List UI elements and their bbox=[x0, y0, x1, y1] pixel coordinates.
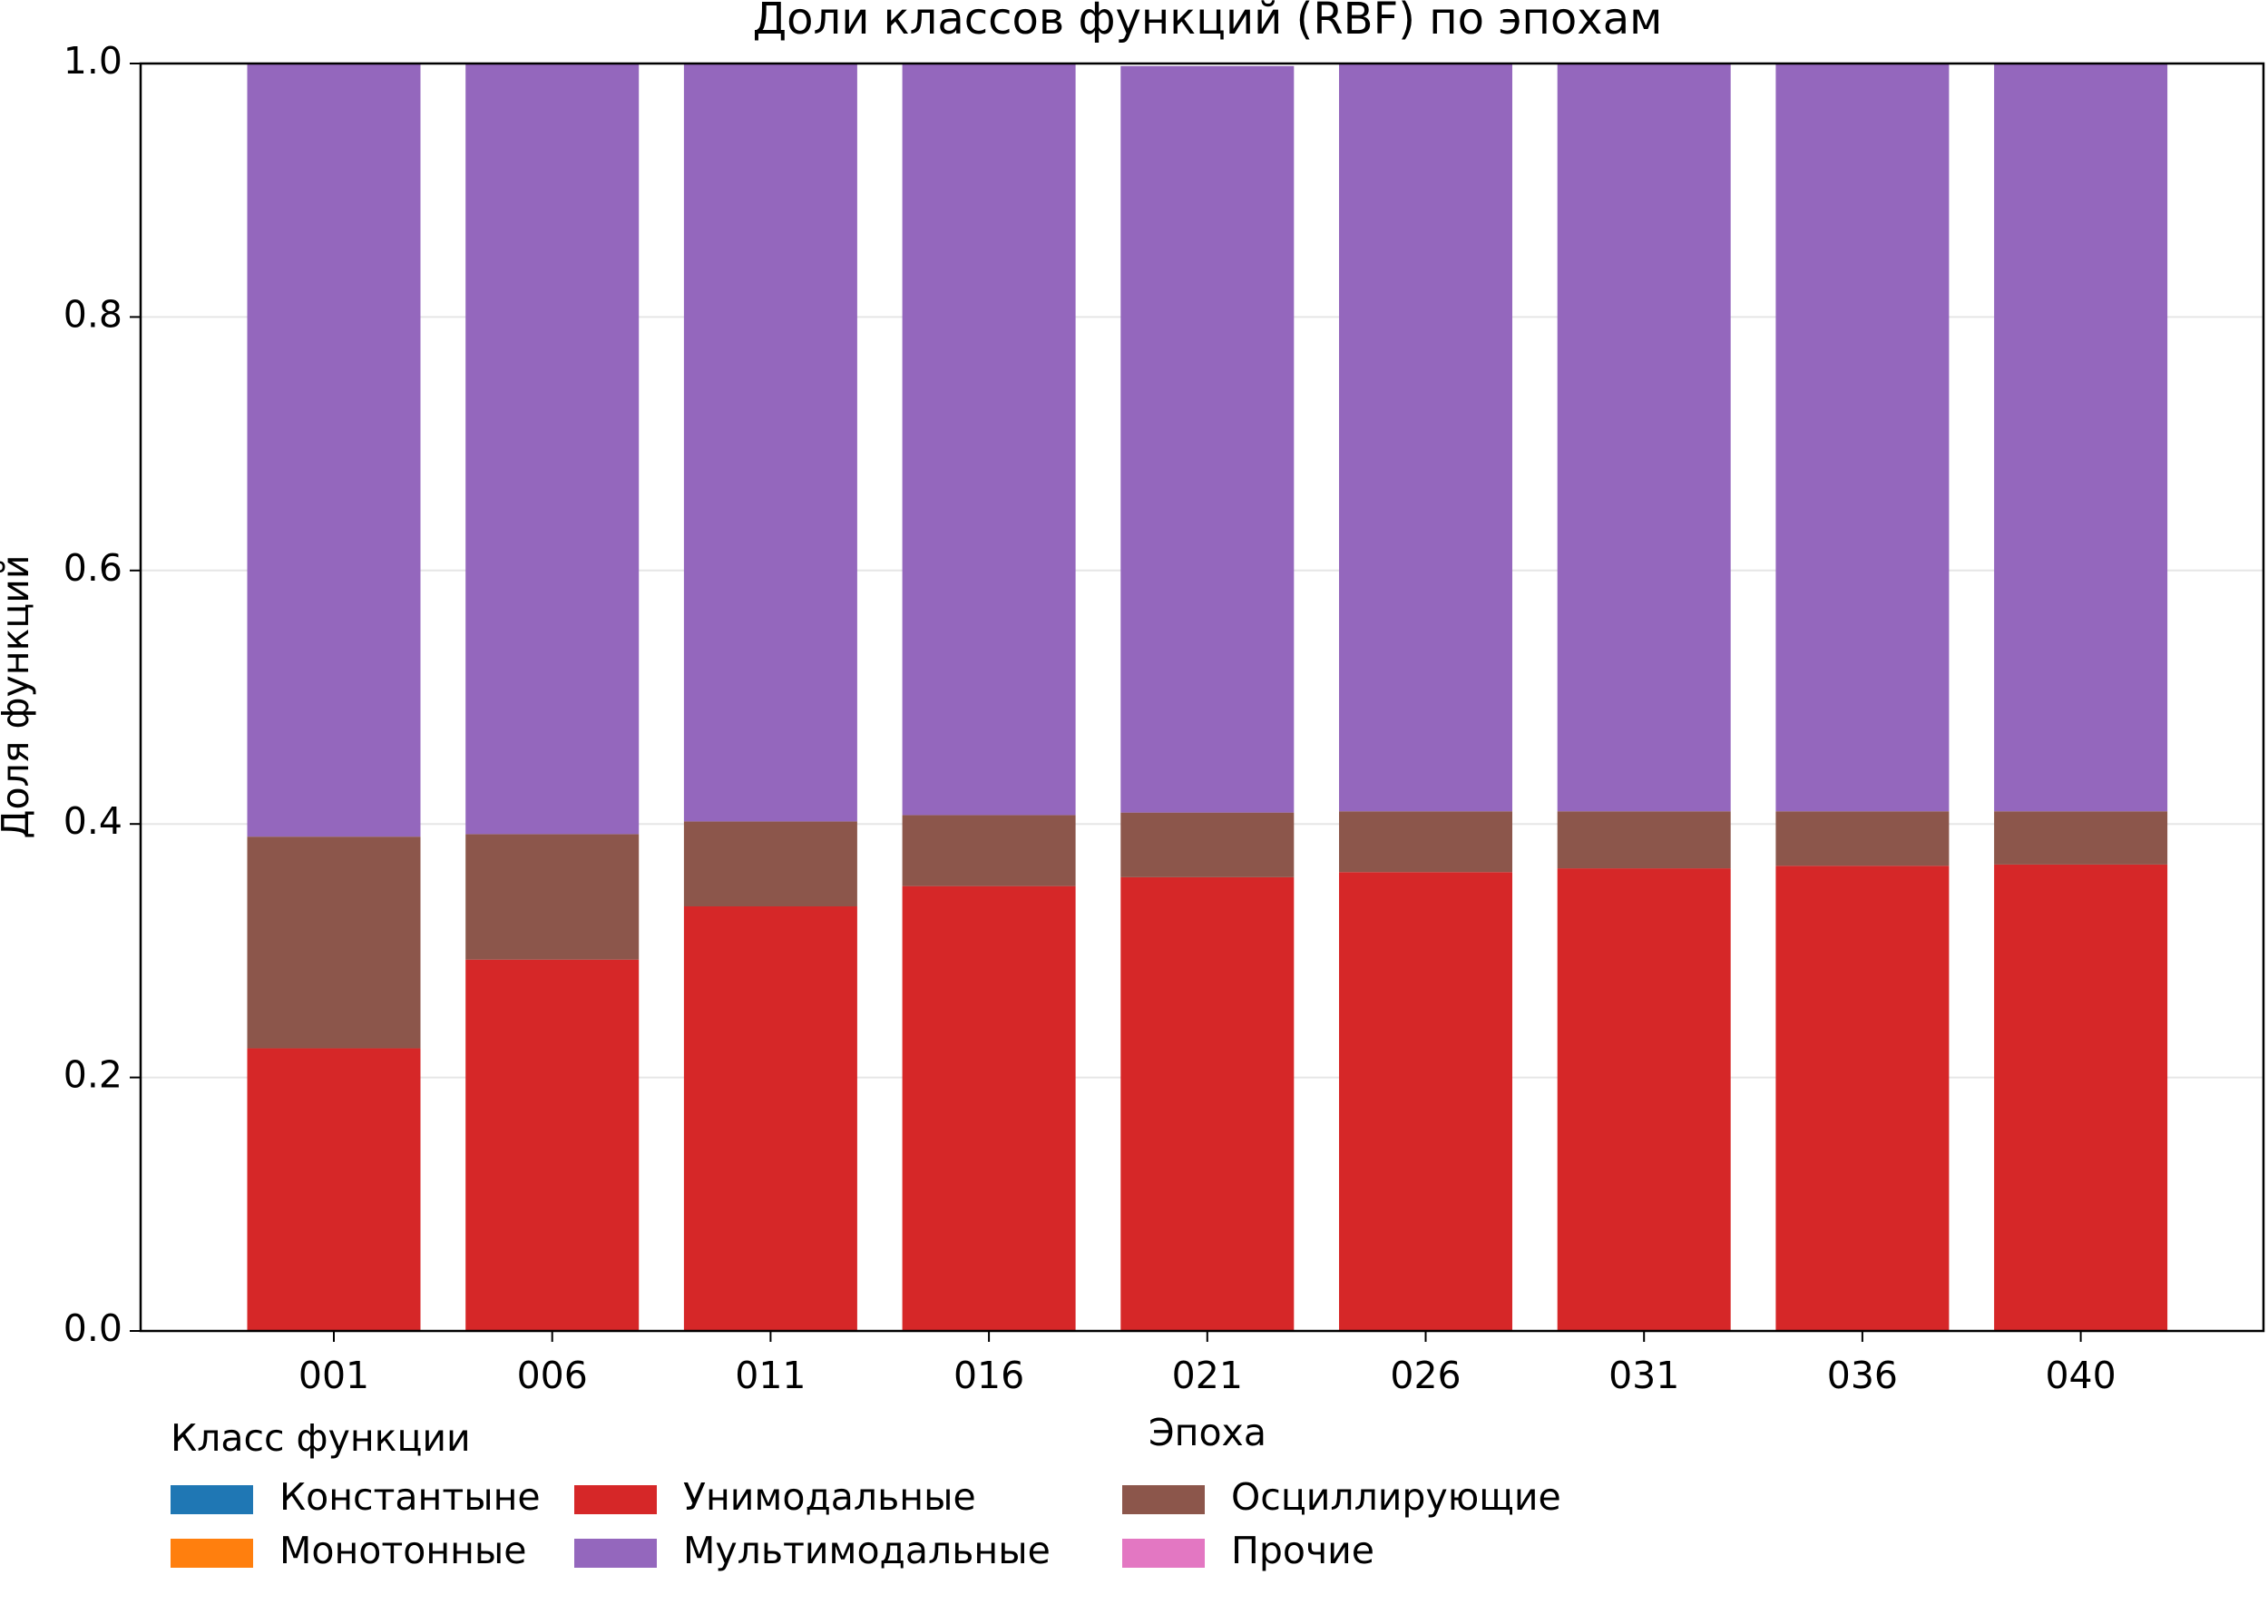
bar-segment bbox=[1339, 64, 1512, 812]
legend-label: Мультимодальные bbox=[683, 1529, 1051, 1572]
x-tick-label: 036 bbox=[1827, 1354, 1898, 1397]
y-tick-label: 0.0 bbox=[64, 1306, 122, 1350]
legend-label: Монотонные bbox=[279, 1529, 527, 1572]
x-tick-label: 001 bbox=[298, 1354, 369, 1397]
chart-title: Доли классов функций (RBF) по эпохам bbox=[753, 0, 1663, 44]
bar-segment bbox=[1775, 866, 1950, 1331]
bar-segment bbox=[683, 64, 857, 822]
bar-segment bbox=[1775, 64, 1950, 812]
y-tick-label: 1.0 bbox=[64, 39, 122, 83]
bar-segment bbox=[247, 836, 421, 1049]
legend-label: Прочие bbox=[1231, 1529, 1374, 1572]
plot-frame bbox=[139, 62, 2265, 1333]
y-tick-label: 0.4 bbox=[64, 799, 122, 843]
bar-segment bbox=[465, 64, 640, 835]
bar-segment bbox=[1557, 811, 1731, 869]
legend-title: Класс функции bbox=[171, 1416, 471, 1460]
x-tick-label: 021 bbox=[1172, 1354, 1243, 1397]
bar-segment bbox=[683, 906, 857, 1331]
bar-segment bbox=[1775, 811, 1950, 866]
bar-segment bbox=[683, 821, 857, 907]
bar-segment bbox=[1120, 876, 1295, 1331]
x-axis-label: Эпоха bbox=[1149, 1411, 1266, 1454]
legend-label: Константыне bbox=[279, 1475, 541, 1519]
bar-segment bbox=[902, 64, 1076, 816]
y-axis-label: Доля функций bbox=[0, 554, 37, 838]
x-tick-label: 016 bbox=[953, 1354, 1024, 1397]
bar-segment bbox=[247, 64, 421, 837]
legend-swatch bbox=[1122, 1485, 1205, 1514]
legend-swatch bbox=[574, 1539, 657, 1568]
bar-segment bbox=[1339, 811, 1512, 873]
x-tick-label: 026 bbox=[1390, 1354, 1461, 1397]
bar-segment bbox=[902, 885, 1076, 1331]
bar-segment bbox=[1557, 64, 1731, 812]
y-tick-label: 0.8 bbox=[64, 292, 122, 336]
legend-swatch bbox=[171, 1485, 253, 1514]
bar-segment bbox=[1339, 872, 1512, 1331]
legend-label: Унимодальные bbox=[683, 1475, 976, 1519]
y-tick-label: 0.2 bbox=[64, 1053, 122, 1097]
bar-segment bbox=[902, 815, 1076, 886]
bar-segment bbox=[1994, 811, 2168, 865]
x-tick-label: 006 bbox=[517, 1354, 588, 1397]
legend-label: Осциллирующие bbox=[1231, 1475, 1561, 1519]
x-tick-label: 031 bbox=[1608, 1354, 1679, 1397]
bar-segment bbox=[1994, 64, 2168, 812]
bar-segment bbox=[247, 1048, 421, 1331]
legend-swatch bbox=[574, 1485, 657, 1514]
bar-segment bbox=[1557, 868, 1731, 1331]
x-tick-label: 040 bbox=[2045, 1354, 2116, 1397]
bar-segment bbox=[465, 834, 640, 960]
legend-swatch bbox=[1122, 1539, 1205, 1568]
bar-segment bbox=[1994, 864, 2168, 1331]
bar-segment bbox=[1120, 812, 1295, 877]
y-tick-label: 0.6 bbox=[64, 546, 122, 590]
x-tick-label: 011 bbox=[735, 1354, 806, 1397]
bar-segment bbox=[1120, 65, 1295, 813]
legend-swatch bbox=[171, 1539, 253, 1568]
bar-segment bbox=[465, 959, 640, 1331]
